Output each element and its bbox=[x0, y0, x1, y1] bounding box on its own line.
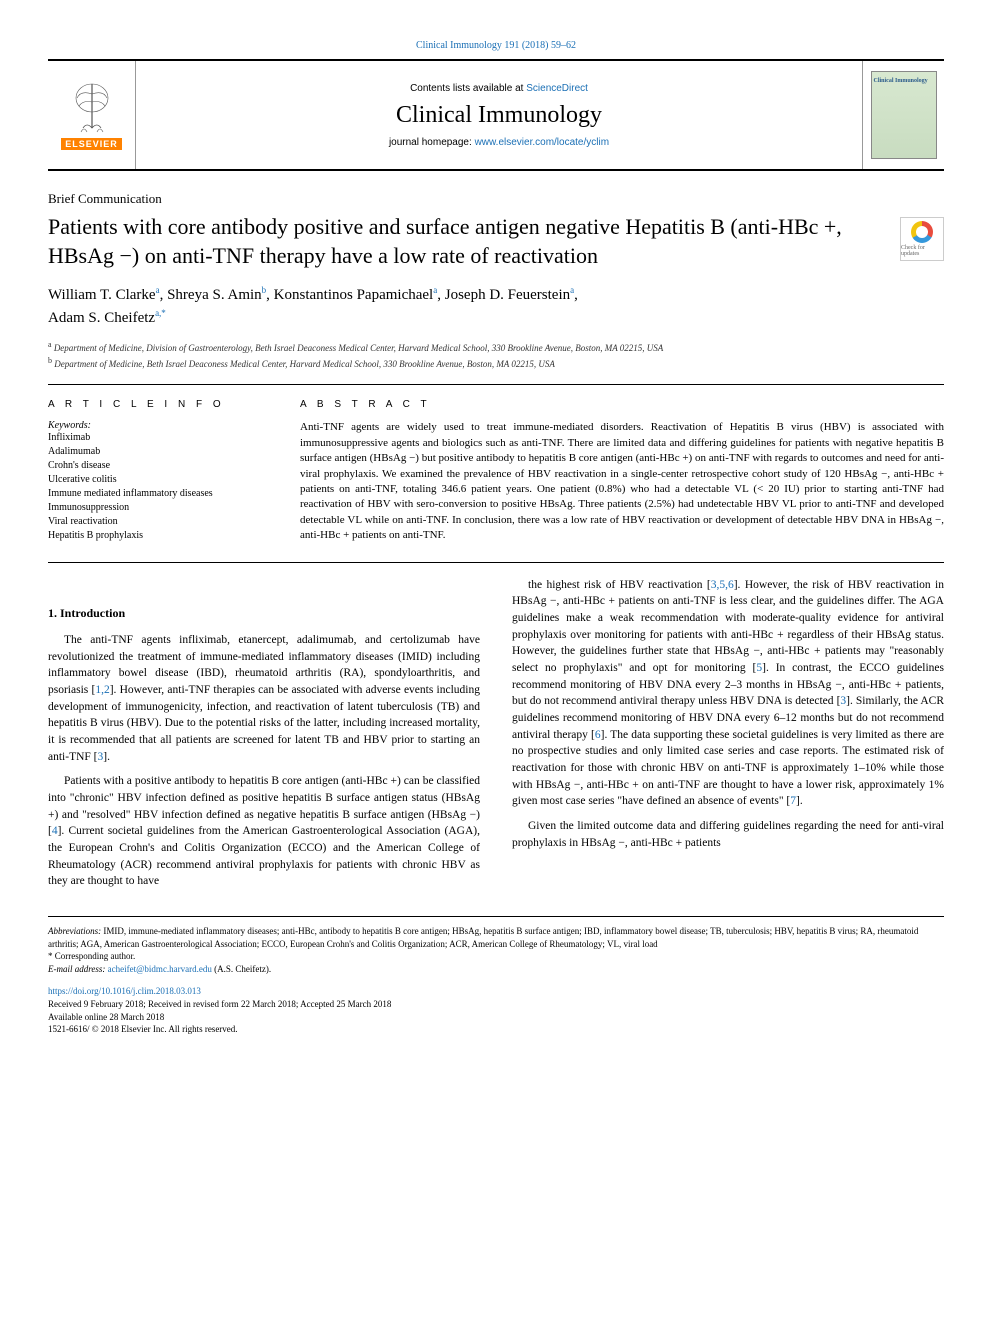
author: Shreya S. Aminb bbox=[167, 287, 266, 303]
author: Joseph D. Feuersteina bbox=[445, 287, 574, 303]
body-paragraph: The anti-TNF agents infliximab, etanerce… bbox=[48, 632, 480, 765]
abbr-label: Abbreviations: bbox=[48, 926, 101, 936]
cover-title: Clinical Immunology bbox=[874, 78, 934, 84]
issn-line: 1521-6616/ © 2018 Elsevier Inc. All righ… bbox=[48, 1023, 944, 1036]
check-updates-badge[interactable]: Check for updates bbox=[900, 217, 944, 261]
email-line: E-mail address: acheifet@bidmc.harvard.e… bbox=[48, 963, 944, 976]
journal-name: Clinical Immunology bbox=[136, 102, 862, 129]
abstract: A B S T R A C T Anti-TNF agents are wide… bbox=[300, 399, 944, 543]
doi-link[interactable]: https://doi.org/10.1016/j.clim.2018.03.0… bbox=[48, 986, 201, 996]
author: Adam S. Cheifetza,* bbox=[48, 310, 166, 326]
email-label: E-mail address: bbox=[48, 964, 108, 974]
article-info-heading: A R T I C L E I N F O bbox=[48, 399, 268, 410]
keyword: Immunosuppression bbox=[48, 501, 268, 515]
footnotes: Abbreviations: IMID, immune-mediated inf… bbox=[48, 916, 944, 975]
article-type: Brief Communication bbox=[48, 191, 944, 207]
homepage-link[interactable]: www.elsevier.com/locate/yclim bbox=[475, 137, 609, 148]
affiliation: b Department of Medicine, Beth Israel De… bbox=[48, 355, 944, 371]
journal-header: ELSEVIER Contents lists available at Sci… bbox=[48, 59, 944, 171]
abbreviations: Abbreviations: IMID, immune-mediated inf… bbox=[48, 925, 944, 950]
keywords-list: Infliximab Adalimumab Crohn's disease Ul… bbox=[48, 431, 268, 543]
keyword: Ulcerative colitis bbox=[48, 473, 268, 487]
keyword: Immune mediated inflammatory diseases bbox=[48, 487, 268, 501]
keyword: Hepatitis B prophylaxis bbox=[48, 529, 268, 543]
crossmark-icon bbox=[911, 221, 933, 243]
available-line: Available online 28 March 2018 bbox=[48, 1011, 944, 1024]
keyword: Adalimumab bbox=[48, 445, 268, 459]
body-paragraph: Patients with a positive antibody to hep… bbox=[48, 773, 480, 890]
journal-cover-thumb: Clinical Immunology bbox=[862, 61, 944, 169]
keyword: Viral reactivation bbox=[48, 515, 268, 529]
info-abstract-row: A R T I C L E I N F O Keywords: Inflixim… bbox=[48, 385, 944, 561]
authors-list: William T. Clarkea, Shreya S. Aminb, Kon… bbox=[48, 284, 944, 329]
abstract-text: Anti-TNF agents are widely used to treat… bbox=[300, 420, 944, 543]
homepage-prefix: journal homepage: bbox=[389, 137, 475, 148]
doi-block: https://doi.org/10.1016/j.clim.2018.03.0… bbox=[48, 985, 944, 1035]
affiliation: a Department of Medicine, Division of Ga… bbox=[48, 339, 944, 355]
header-center: Contents lists available at ScienceDirec… bbox=[136, 61, 862, 169]
elsevier-wordmark: ELSEVIER bbox=[61, 138, 122, 150]
body-paragraph: Given the limited outcome data and diffe… bbox=[512, 818, 944, 851]
elsevier-logo: ELSEVIER bbox=[48, 61, 136, 169]
abbr-text: IMID, immune-mediated inflammatory disea… bbox=[48, 926, 918, 949]
body-columns: 1. Introduction The anti-TNF agents infl… bbox=[48, 577, 944, 890]
article-info: A R T I C L E I N F O Keywords: Inflixim… bbox=[48, 399, 268, 543]
elsevier-tree-icon bbox=[69, 80, 115, 136]
divider bbox=[48, 562, 944, 563]
abstract-heading: A B S T R A C T bbox=[300, 399, 944, 410]
journal-citation: Clinical Immunology 191 (2018) 59–62 bbox=[48, 40, 944, 51]
contents-line: Contents lists available at ScienceDirec… bbox=[136, 83, 862, 94]
keyword: Crohn's disease bbox=[48, 459, 268, 473]
sciencedirect-link[interactable]: ScienceDirect bbox=[526, 83, 588, 94]
section-heading: 1. Introduction bbox=[48, 605, 480, 622]
cover-image: Clinical Immunology bbox=[871, 71, 937, 159]
corresponding-author: * Corresponding author. bbox=[48, 950, 944, 963]
contents-prefix: Contents lists available at bbox=[410, 83, 526, 94]
affiliations: a Department of Medicine, Division of Ga… bbox=[48, 339, 944, 370]
keyword: Infliximab bbox=[48, 431, 268, 445]
author: Konstantinos Papamichaela bbox=[274, 287, 438, 303]
received-line: Received 9 February 2018; Received in re… bbox=[48, 998, 944, 1011]
homepage-line: journal homepage: www.elsevier.com/locat… bbox=[136, 137, 862, 148]
email-link[interactable]: acheifet@bidmc.harvard.edu bbox=[108, 964, 212, 974]
author: William T. Clarkea bbox=[48, 287, 160, 303]
body-paragraph: the highest risk of HBV reactivation [3,… bbox=[512, 577, 944, 810]
email-suffix: (A.S. Cheifetz). bbox=[212, 964, 271, 974]
check-updates-label: Check for updates bbox=[901, 245, 943, 257]
title-row: Patients with core antibody positive and… bbox=[48, 213, 944, 270]
journal-citation-link[interactable]: Clinical Immunology 191 (2018) 59–62 bbox=[416, 40, 576, 51]
article-title: Patients with core antibody positive and… bbox=[48, 213, 888, 270]
keywords-label: Keywords: bbox=[48, 420, 268, 431]
